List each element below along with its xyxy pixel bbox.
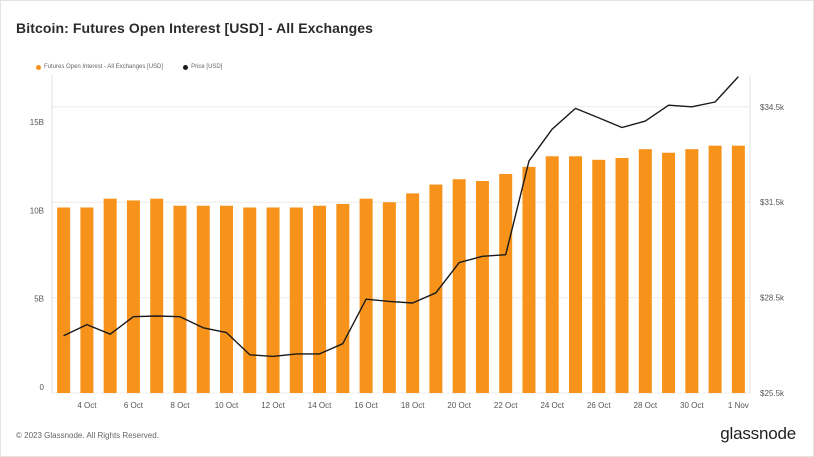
x-tick-label: 22 Oct	[494, 401, 518, 410]
y-right-tick-label: $28.5k	[760, 294, 785, 303]
bar-open-interest	[266, 207, 280, 393]
bar-open-interest	[80, 207, 94, 393]
bar-open-interest	[382, 202, 396, 393]
bar-open-interest	[243, 207, 257, 393]
y-left-tick-label: 15B	[30, 118, 44, 127]
bar-open-interest	[313, 205, 327, 393]
bar-open-interest	[57, 207, 71, 393]
bar-open-interest	[406, 193, 420, 393]
y-left-tick-label: 10B	[30, 206, 44, 215]
bar-open-interest	[359, 198, 373, 393]
x-tick-label: 8 Oct	[170, 401, 190, 410]
y-left-tick-label: 0	[40, 383, 45, 392]
legend: Futures Open Interest - All Exchanges [U…	[36, 64, 222, 70]
x-tick-label: 20 Oct	[447, 401, 471, 410]
bar-open-interest	[452, 179, 466, 393]
price-line	[63, 76, 739, 358]
bar-open-interest	[475, 181, 489, 393]
y-right-tick-label: $34.5k	[760, 103, 785, 112]
bar-open-interest	[499, 173, 513, 393]
bar-open-interest	[522, 166, 536, 393]
legend-dot-black-icon	[183, 64, 189, 70]
bar-open-interest	[569, 156, 582, 393]
bar-open-interest	[126, 200, 140, 393]
legend-label-price: Price [USD]	[191, 64, 223, 70]
legend-dot-orange-icon	[36, 64, 41, 70]
bar-open-interest	[685, 149, 699, 393]
bar-open-interest	[103, 198, 117, 393]
bar-open-interest	[638, 149, 652, 393]
x-tick-label: 12 Oct	[261, 401, 285, 410]
bar-open-interest	[662, 152, 676, 393]
bar-open-interest	[220, 205, 233, 393]
legend-item-open-interest[interactable]: Futures Open Interest - All Exchanges [U…	[36, 64, 163, 70]
x-tick-label: 30 Oct	[680, 401, 704, 410]
legend-item-price[interactable]: Price [USD]	[183, 64, 222, 70]
bar-open-interest	[150, 198, 164, 393]
x-tick-label: 16 Oct	[354, 401, 378, 410]
x-tick-label: 14 Oct	[308, 401, 332, 410]
bar-open-interest	[336, 203, 350, 393]
y-right-tick-label: $31.5k	[760, 198, 785, 207]
chart-title: Bitcoin: Futures Open Interest [USD] - A…	[16, 20, 374, 36]
bar-open-interest	[173, 205, 187, 393]
bar-open-interest	[429, 184, 443, 393]
x-tick-label: 10 Oct	[215, 401, 239, 410]
y-left-tick-label: 5B	[34, 295, 44, 304]
legend-label-open-interest: Futures Open Interest - All Exchanges [U…	[44, 64, 164, 70]
x-tick-label: 24 Oct	[540, 401, 564, 410]
x-tick-label: 26 Oct	[587, 401, 611, 410]
bar-open-interest	[289, 207, 303, 393]
x-tick-label: 18 Oct	[401, 401, 425, 410]
bar-open-interest	[731, 145, 745, 393]
x-tick-label: 1 Nov	[728, 401, 749, 410]
bar-open-interest	[592, 159, 606, 393]
bar-open-interest	[708, 145, 722, 393]
copyright-text: © 2023 Glassnode. All Rights Reserved.	[16, 431, 159, 440]
bar-open-interest	[615, 158, 629, 393]
bar-open-interest	[196, 205, 210, 393]
x-tick-label: 6 Oct	[124, 401, 144, 410]
x-tick-label: 28 Oct	[634, 401, 658, 410]
glassnode-logo: glassnode	[720, 424, 796, 443]
y-right-tick-label: $25.5k	[760, 389, 785, 398]
bar-open-interest	[545, 156, 559, 393]
x-tick-label: 4 Oct	[77, 401, 97, 410]
